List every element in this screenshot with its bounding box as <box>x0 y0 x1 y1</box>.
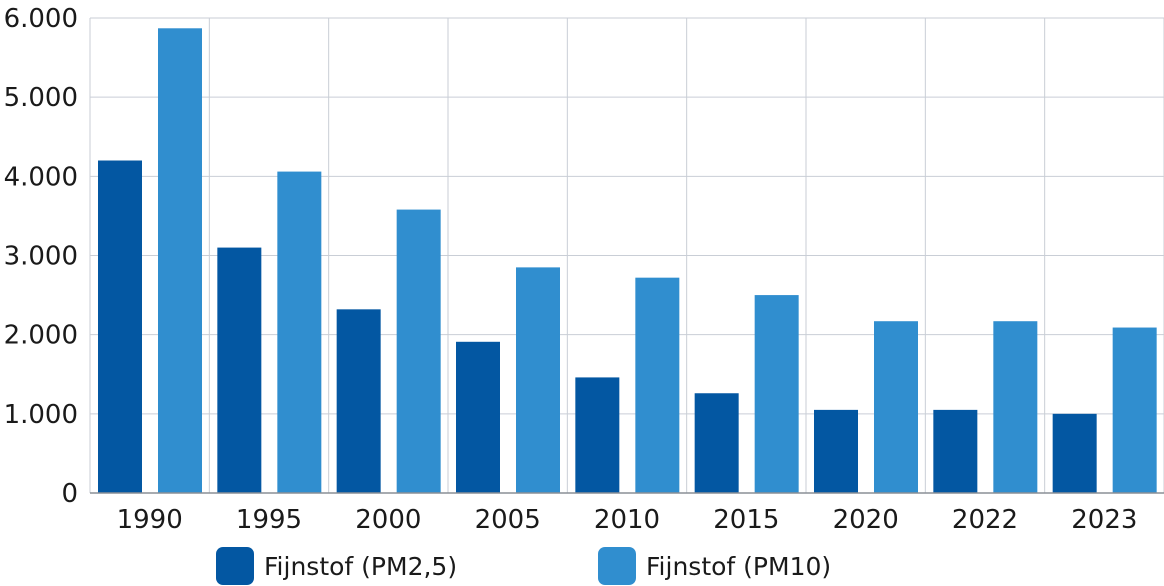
x-tick-label: 2005 <box>475 505 541 535</box>
y-tick-label: 6.000 <box>4 4 78 34</box>
gridlines <box>89 17 1164 493</box>
y-tick-label: 0 <box>61 479 78 509</box>
x-tick-label: 2020 <box>833 505 899 535</box>
bar-pm10-1990 <box>158 28 202 494</box>
bar-pm10-2010 <box>635 277 680 493</box>
x-tick-label: 2015 <box>713 505 779 535</box>
bar-pm10-2023 <box>1112 327 1157 493</box>
legend-swatch-pm25 <box>216 547 254 585</box>
bar-pm25-2010 <box>575 377 620 493</box>
x-tick-label: 1990 <box>117 505 183 535</box>
bar-pm25-1990 <box>98 160 142 493</box>
y-tick-label: 5.000 <box>4 83 78 113</box>
legend-item-pm10: Fijnstof (PM10) <box>598 547 831 585</box>
bar-pm25-2020 <box>814 409 858 493</box>
bar-pm10-2020 <box>874 321 918 493</box>
legend: Fijnstof (PM2,5) Fijnstof (PM10) <box>0 543 1164 586</box>
bar-pm25-2005 <box>456 341 500 493</box>
bar-pm25-2000 <box>336 309 381 493</box>
bar-pm10-2005 <box>516 267 560 493</box>
y-axis-ticks: 0 1.000 2.000 3.000 4.000 5.000 6.000 <box>4 4 78 509</box>
bar-pm25-1995 <box>217 247 262 493</box>
y-tick-label: 3.000 <box>4 242 78 272</box>
bar-pm25-2022 <box>933 409 978 493</box>
legend-item-pm25: Fijnstof (PM2,5) <box>216 547 457 585</box>
x-tick-label: 2022 <box>952 505 1018 535</box>
x-axis-ticks: 1990 1995 2000 2005 2010 2015 2020 2022 2023 <box>117 505 1138 535</box>
bar-pm25-2023 <box>1052 413 1097 493</box>
bars <box>98 28 1157 494</box>
x-tick-label: 1995 <box>236 505 302 535</box>
y-tick-label: 2.000 <box>4 321 78 351</box>
legend-label-pm25: Fijnstof (PM2,5) <box>264 551 458 581</box>
x-tick-label: 2023 <box>1071 505 1137 535</box>
x-tick-label: 2010 <box>594 505 660 535</box>
y-tick-label: 4.000 <box>4 162 78 192</box>
y-tick-label: 1.000 <box>4 400 78 430</box>
bar-pm10-2015 <box>754 295 799 493</box>
bar-pm25-2015 <box>694 393 739 493</box>
bar-pm10-2000 <box>396 209 441 494</box>
bar-pm10-1995 <box>277 171 322 494</box>
legend-swatch-pm10 <box>598 547 636 585</box>
bar-chart: 0 1.000 2.000 3.000 4.000 5.000 6.000 1990 1995… <box>4 4 1164 535</box>
x-tick-label: 2000 <box>355 505 421 535</box>
legend-label-pm10: Fijnstof (PM10) <box>646 551 832 581</box>
bar-pm10-2022 <box>993 321 1038 493</box>
